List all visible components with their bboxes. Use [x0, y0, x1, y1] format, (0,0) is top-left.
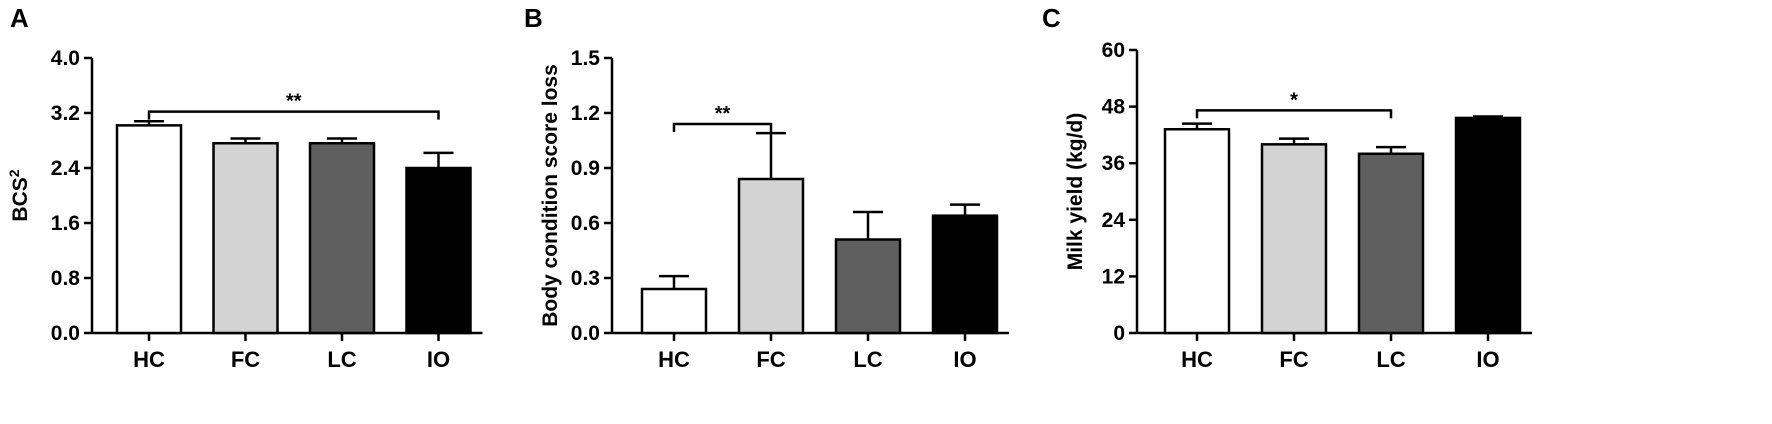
x-tick-label: HC	[1181, 347, 1213, 372]
y-tick-label: 1.5	[571, 47, 601, 70]
y-tick-label: 1.2	[571, 102, 600, 125]
y-tick-label: 0.6	[571, 212, 600, 235]
panel-letter: B	[524, 3, 543, 33]
x-tick-label: IO	[953, 347, 976, 372]
bar-lc	[834, 238, 902, 335]
significance-label: **	[286, 91, 302, 113]
bar-fc	[212, 142, 279, 335]
panel-letter: A	[10, 3, 29, 33]
bar-hc	[1163, 127, 1231, 335]
y-tick-label: 0.0	[51, 322, 80, 345]
x-tick-label: HC	[133, 347, 165, 372]
x-tick-label: FC	[231, 347, 260, 372]
bar-hc	[640, 287, 708, 335]
y-tick-label: 60	[1102, 39, 1125, 62]
x-tick-label: HC	[658, 347, 690, 372]
significance-label: **	[715, 103, 731, 125]
y-axis-title: Milk yield (kg/d)	[1064, 113, 1087, 271]
y-axis-title: BCS2	[6, 169, 32, 221]
significance-bracket	[147, 110, 440, 120]
significance-label: *	[1290, 89, 1298, 111]
bar-lc	[308, 142, 376, 335]
panel-a: A BCS2 0.0 0.8 1.6 2.4 3.2 4.0 HC FC LC IO **	[6, 3, 483, 372]
x-tick-label: LC	[853, 347, 882, 372]
y-tick-label: 2.4	[51, 157, 81, 180]
y-tick-label: 0.0	[571, 322, 600, 345]
y-tick-label: 0.8	[51, 267, 81, 290]
bar-io	[1454, 116, 1522, 335]
bar-fc	[1260, 143, 1328, 335]
y-tick-label: 1.6	[51, 212, 80, 235]
y-tick-label: 24	[1102, 209, 1126, 232]
bar-io	[405, 166, 472, 335]
y-tick-label: 36	[1102, 152, 1125, 175]
significance-bracket	[672, 122, 773, 132]
y-tick-label: 12	[1102, 265, 1125, 288]
y-tick-label: 0.9	[571, 157, 600, 180]
y-tick-label: 4.0	[51, 47, 80, 70]
y-tick-label: 0	[1113, 322, 1125, 345]
x-tick-label: FC	[756, 347, 785, 372]
y-tick-label: 0.3	[571, 267, 600, 290]
y-tick-label: 48	[1102, 96, 1126, 119]
y-axis-title: Body condition score loss	[539, 64, 562, 327]
significance-bracket	[1195, 109, 1393, 119]
y-tick-label: 3.2	[51, 102, 80, 125]
x-tick-label: LC	[327, 347, 356, 372]
bar-lc	[1357, 152, 1425, 335]
x-tick-label: FC	[1279, 347, 1308, 372]
panel-letter: C	[1042, 3, 1061, 33]
bar-io	[931, 214, 999, 335]
x-tick-label: IO	[427, 347, 450, 372]
bar-fc	[737, 177, 805, 335]
bar-hc	[115, 124, 183, 335]
panel-c: C Milk yield (kg/d) 0 12 24 36 48 60 HC FC LC IO *	[1042, 3, 1532, 372]
panel-b: B Body condition score loss 0.0 0.3 0.6 0.9 1.…	[524, 3, 1009, 372]
x-tick-label: LC	[1376, 347, 1405, 372]
x-tick-label: IO	[1476, 347, 1499, 372]
